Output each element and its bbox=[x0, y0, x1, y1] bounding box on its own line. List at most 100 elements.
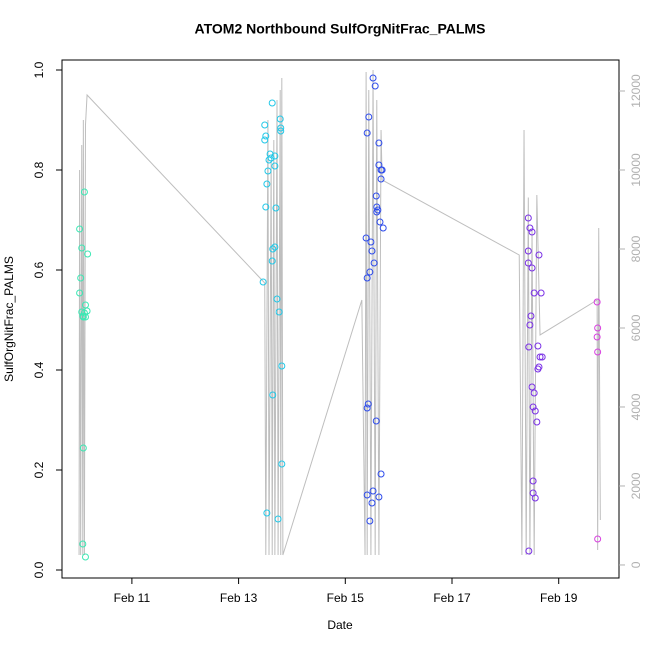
point bbox=[83, 307, 91, 315]
point bbox=[524, 247, 532, 255]
point bbox=[267, 154, 275, 162]
point bbox=[531, 407, 539, 415]
point bbox=[80, 188, 88, 196]
point bbox=[262, 203, 270, 211]
point bbox=[536, 353, 544, 361]
point bbox=[273, 295, 281, 303]
point bbox=[268, 257, 276, 265]
point bbox=[372, 192, 380, 200]
x-tick-label: Feb 11 bbox=[114, 591, 151, 605]
point bbox=[527, 312, 535, 320]
point bbox=[594, 535, 602, 543]
y2-tick-label: 2000 bbox=[629, 472, 643, 499]
y-axis-label: SulfOrgNitFrac_PALMS bbox=[2, 256, 16, 382]
point bbox=[78, 244, 86, 252]
x-tick-label: Feb 17 bbox=[433, 591, 471, 605]
point bbox=[525, 343, 533, 351]
point bbox=[593, 298, 601, 306]
point bbox=[264, 167, 272, 175]
point bbox=[379, 224, 387, 232]
point bbox=[375, 139, 383, 147]
point bbox=[528, 383, 536, 391]
point bbox=[271, 162, 279, 170]
point bbox=[263, 180, 271, 188]
point bbox=[278, 362, 286, 370]
point bbox=[372, 417, 380, 425]
point bbox=[531, 494, 539, 502]
point bbox=[79, 313, 87, 321]
point bbox=[365, 113, 373, 121]
point bbox=[76, 289, 84, 297]
point bbox=[278, 460, 286, 468]
point bbox=[593, 333, 601, 341]
point bbox=[530, 289, 538, 297]
point bbox=[373, 203, 381, 211]
point bbox=[537, 289, 545, 297]
point bbox=[262, 132, 270, 140]
point bbox=[275, 308, 283, 316]
point bbox=[374, 206, 382, 214]
point bbox=[534, 342, 542, 350]
point bbox=[84, 250, 92, 258]
y2-tick-label: 4000 bbox=[629, 393, 643, 420]
point bbox=[363, 274, 371, 282]
point bbox=[526, 224, 534, 232]
chart-title: ATOM2 Northbound SulfOrgNitFrac_PALMS bbox=[195, 21, 486, 37]
point bbox=[369, 487, 377, 495]
point bbox=[76, 225, 84, 233]
y-tick-label: 0.6 bbox=[32, 261, 46, 278]
point bbox=[79, 444, 87, 452]
point bbox=[263, 509, 271, 517]
y2-tick-label: 0 bbox=[629, 561, 643, 568]
y-tick-label: 1.0 bbox=[32, 61, 46, 78]
point bbox=[528, 264, 536, 272]
point bbox=[363, 491, 371, 499]
point bbox=[535, 363, 543, 371]
point bbox=[366, 517, 374, 525]
point bbox=[524, 214, 532, 222]
point bbox=[369, 74, 377, 82]
x-tick-label: Feb 19 bbox=[540, 591, 578, 605]
point bbox=[533, 418, 541, 426]
point bbox=[530, 389, 538, 397]
point bbox=[375, 493, 383, 501]
point bbox=[77, 274, 85, 282]
point bbox=[594, 348, 602, 356]
point bbox=[594, 324, 602, 332]
point bbox=[364, 400, 372, 408]
point bbox=[538, 353, 546, 361]
y2-tick-label: 6000 bbox=[629, 314, 643, 341]
y-tick-label: 0.8 bbox=[32, 161, 46, 178]
point bbox=[525, 547, 533, 555]
point bbox=[277, 124, 285, 132]
point bbox=[274, 515, 282, 523]
point bbox=[368, 499, 376, 507]
point bbox=[371, 82, 379, 90]
point bbox=[259, 278, 267, 286]
point bbox=[81, 553, 89, 561]
plot-box bbox=[61, 59, 620, 579]
point bbox=[526, 321, 534, 329]
y-tick-label: 0.2 bbox=[32, 461, 46, 478]
point bbox=[269, 391, 277, 399]
y2-tick-label: 12000 bbox=[629, 74, 643, 108]
y2-tick-label: 8000 bbox=[629, 235, 643, 262]
point bbox=[272, 204, 280, 212]
point bbox=[529, 403, 537, 411]
point bbox=[363, 129, 371, 137]
point bbox=[368, 247, 376, 255]
x-tick-label: Feb 15 bbox=[327, 591, 365, 605]
point bbox=[268, 99, 276, 107]
point bbox=[529, 477, 537, 485]
point bbox=[277, 127, 285, 135]
y-tick-label: 0.4 bbox=[32, 361, 46, 378]
altitude-line bbox=[78, 69, 601, 556]
point bbox=[367, 238, 375, 246]
x-axis-label: Date bbox=[327, 618, 353, 632]
point bbox=[370, 259, 378, 267]
point bbox=[366, 268, 374, 276]
y2-tick-label: 10000 bbox=[629, 153, 643, 187]
point bbox=[524, 259, 532, 267]
point bbox=[261, 136, 269, 144]
